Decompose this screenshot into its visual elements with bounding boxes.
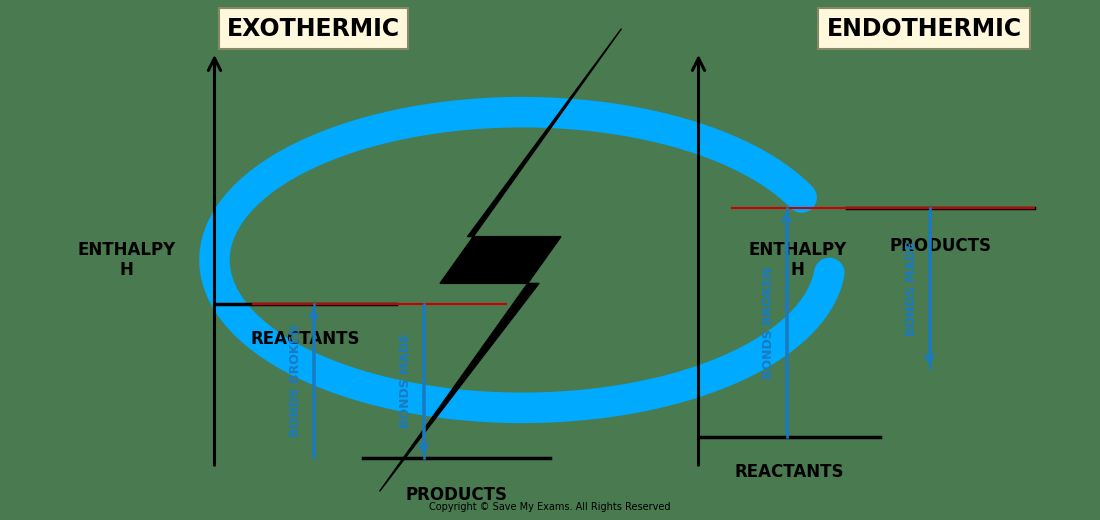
- Text: BONDS BROKEN: BONDS BROKEN: [762, 266, 776, 379]
- Text: PRODUCTS: PRODUCTS: [890, 237, 991, 255]
- Text: EXOTHERMIC: EXOTHERMIC: [227, 17, 400, 41]
- Text: REACTANTS: REACTANTS: [735, 463, 844, 481]
- Text: PRODUCTS: PRODUCTS: [406, 486, 507, 504]
- Text: BONDS BROKEN: BONDS BROKEN: [289, 324, 302, 437]
- Text: ENTHALPY
H: ENTHALPY H: [748, 241, 847, 279]
- Text: ENDOTHERMIC: ENDOTHERMIC: [826, 17, 1022, 41]
- Polygon shape: [379, 29, 621, 491]
- Text: BONDS MADE: BONDS MADE: [399, 333, 412, 428]
- Text: BONDS MADE: BONDS MADE: [905, 241, 918, 335]
- Text: ENTHALPY
H: ENTHALPY H: [77, 241, 176, 279]
- Text: REACTANTS: REACTANTS: [251, 330, 360, 348]
- Text: Copyright © Save My Exams. All Rights Reserved: Copyright © Save My Exams. All Rights Re…: [429, 502, 671, 512]
